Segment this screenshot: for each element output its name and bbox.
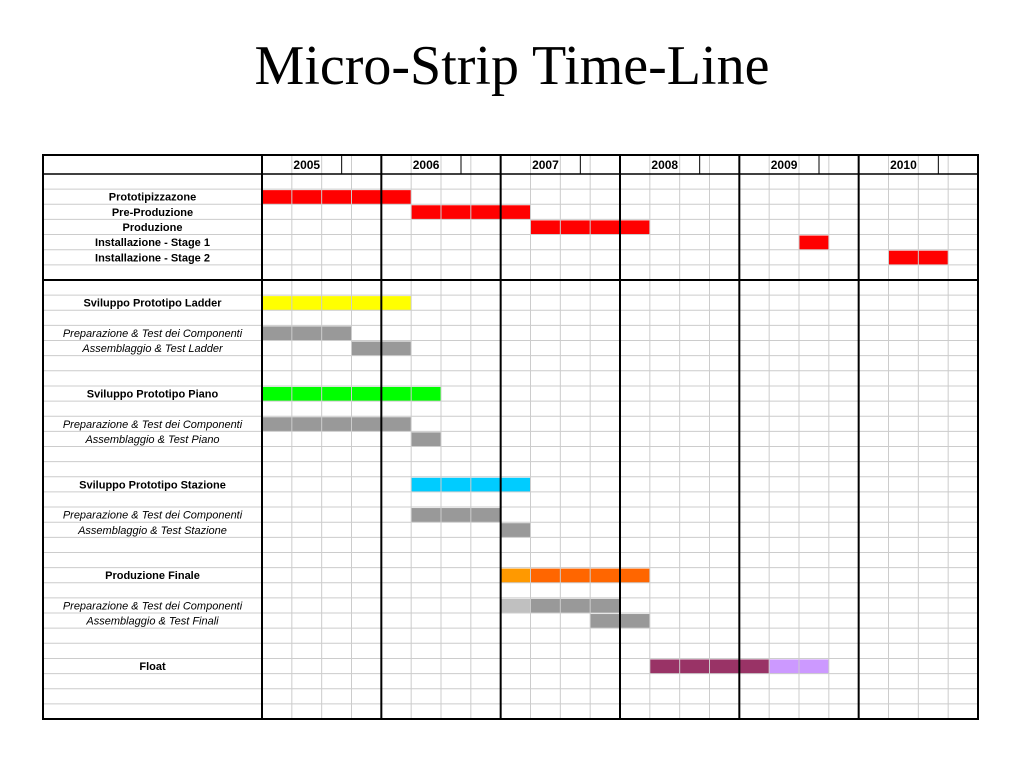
gantt-bar [262, 326, 352, 341]
table-border [42, 154, 979, 720]
row-label: Installazione - Stage 2 [95, 252, 210, 264]
gantt-bar [500, 598, 531, 614]
grid-layer [42, 154, 979, 720]
row-label: Assemblaggio & Test Ladder [81, 343, 224, 355]
gantt-bar [411, 508, 501, 523]
row-label: Preparazione & Test dei Componenti [63, 600, 243, 612]
bars-layer [262, 190, 949, 674]
row-label: Pre-Produzione [112, 207, 193, 219]
row-label: Preparazione & Test dei Componenti [63, 419, 243, 431]
year-label: 2010 [890, 158, 917, 172]
gantt-bar [262, 417, 412, 432]
year-label: 2006 [413, 158, 440, 172]
row-label: Sviluppo Prototipo Ladder [83, 298, 222, 310]
gantt-bar [799, 235, 829, 250]
year-label: 2005 [293, 158, 320, 172]
row-label: Preparazione & Test dei Componenti [63, 328, 243, 340]
gantt-bar [530, 598, 620, 614]
row-label: Sviluppo Prototipo Stazione [79, 479, 226, 491]
row-label: Assemblaggio & Test Stazione [77, 525, 227, 537]
gantt-bar [411, 432, 441, 447]
gantt-bar [500, 523, 531, 538]
row-label: Installazione - Stage 1 [95, 237, 210, 249]
row-label: Produzione [123, 222, 183, 234]
year-label: 2007 [532, 158, 559, 172]
row-label: Produzione Finale [105, 570, 200, 582]
row-label: Sviluppo Prototipo Piano [87, 389, 219, 401]
year-label: 2009 [771, 158, 798, 172]
row-label: Prototipizzazone [109, 192, 196, 204]
gantt-bar [262, 296, 412, 311]
row-label: Assemblaggio & Test Piano [84, 434, 219, 446]
row-label: Assemblaggio & Test Finali [85, 616, 219, 628]
year-label: 2008 [651, 158, 678, 172]
gantt-bar [500, 568, 531, 583]
page-title: Micro-Strip Time-Line [254, 35, 770, 97]
labels-layer: 2005 2006 2007 2008 2009 2010 Prototipizzazone… [63, 158, 917, 673]
gantt-bar [262, 190, 412, 205]
row-label: Preparazione & Test dei Componenti [63, 510, 243, 522]
row-label: Float [139, 661, 166, 673]
